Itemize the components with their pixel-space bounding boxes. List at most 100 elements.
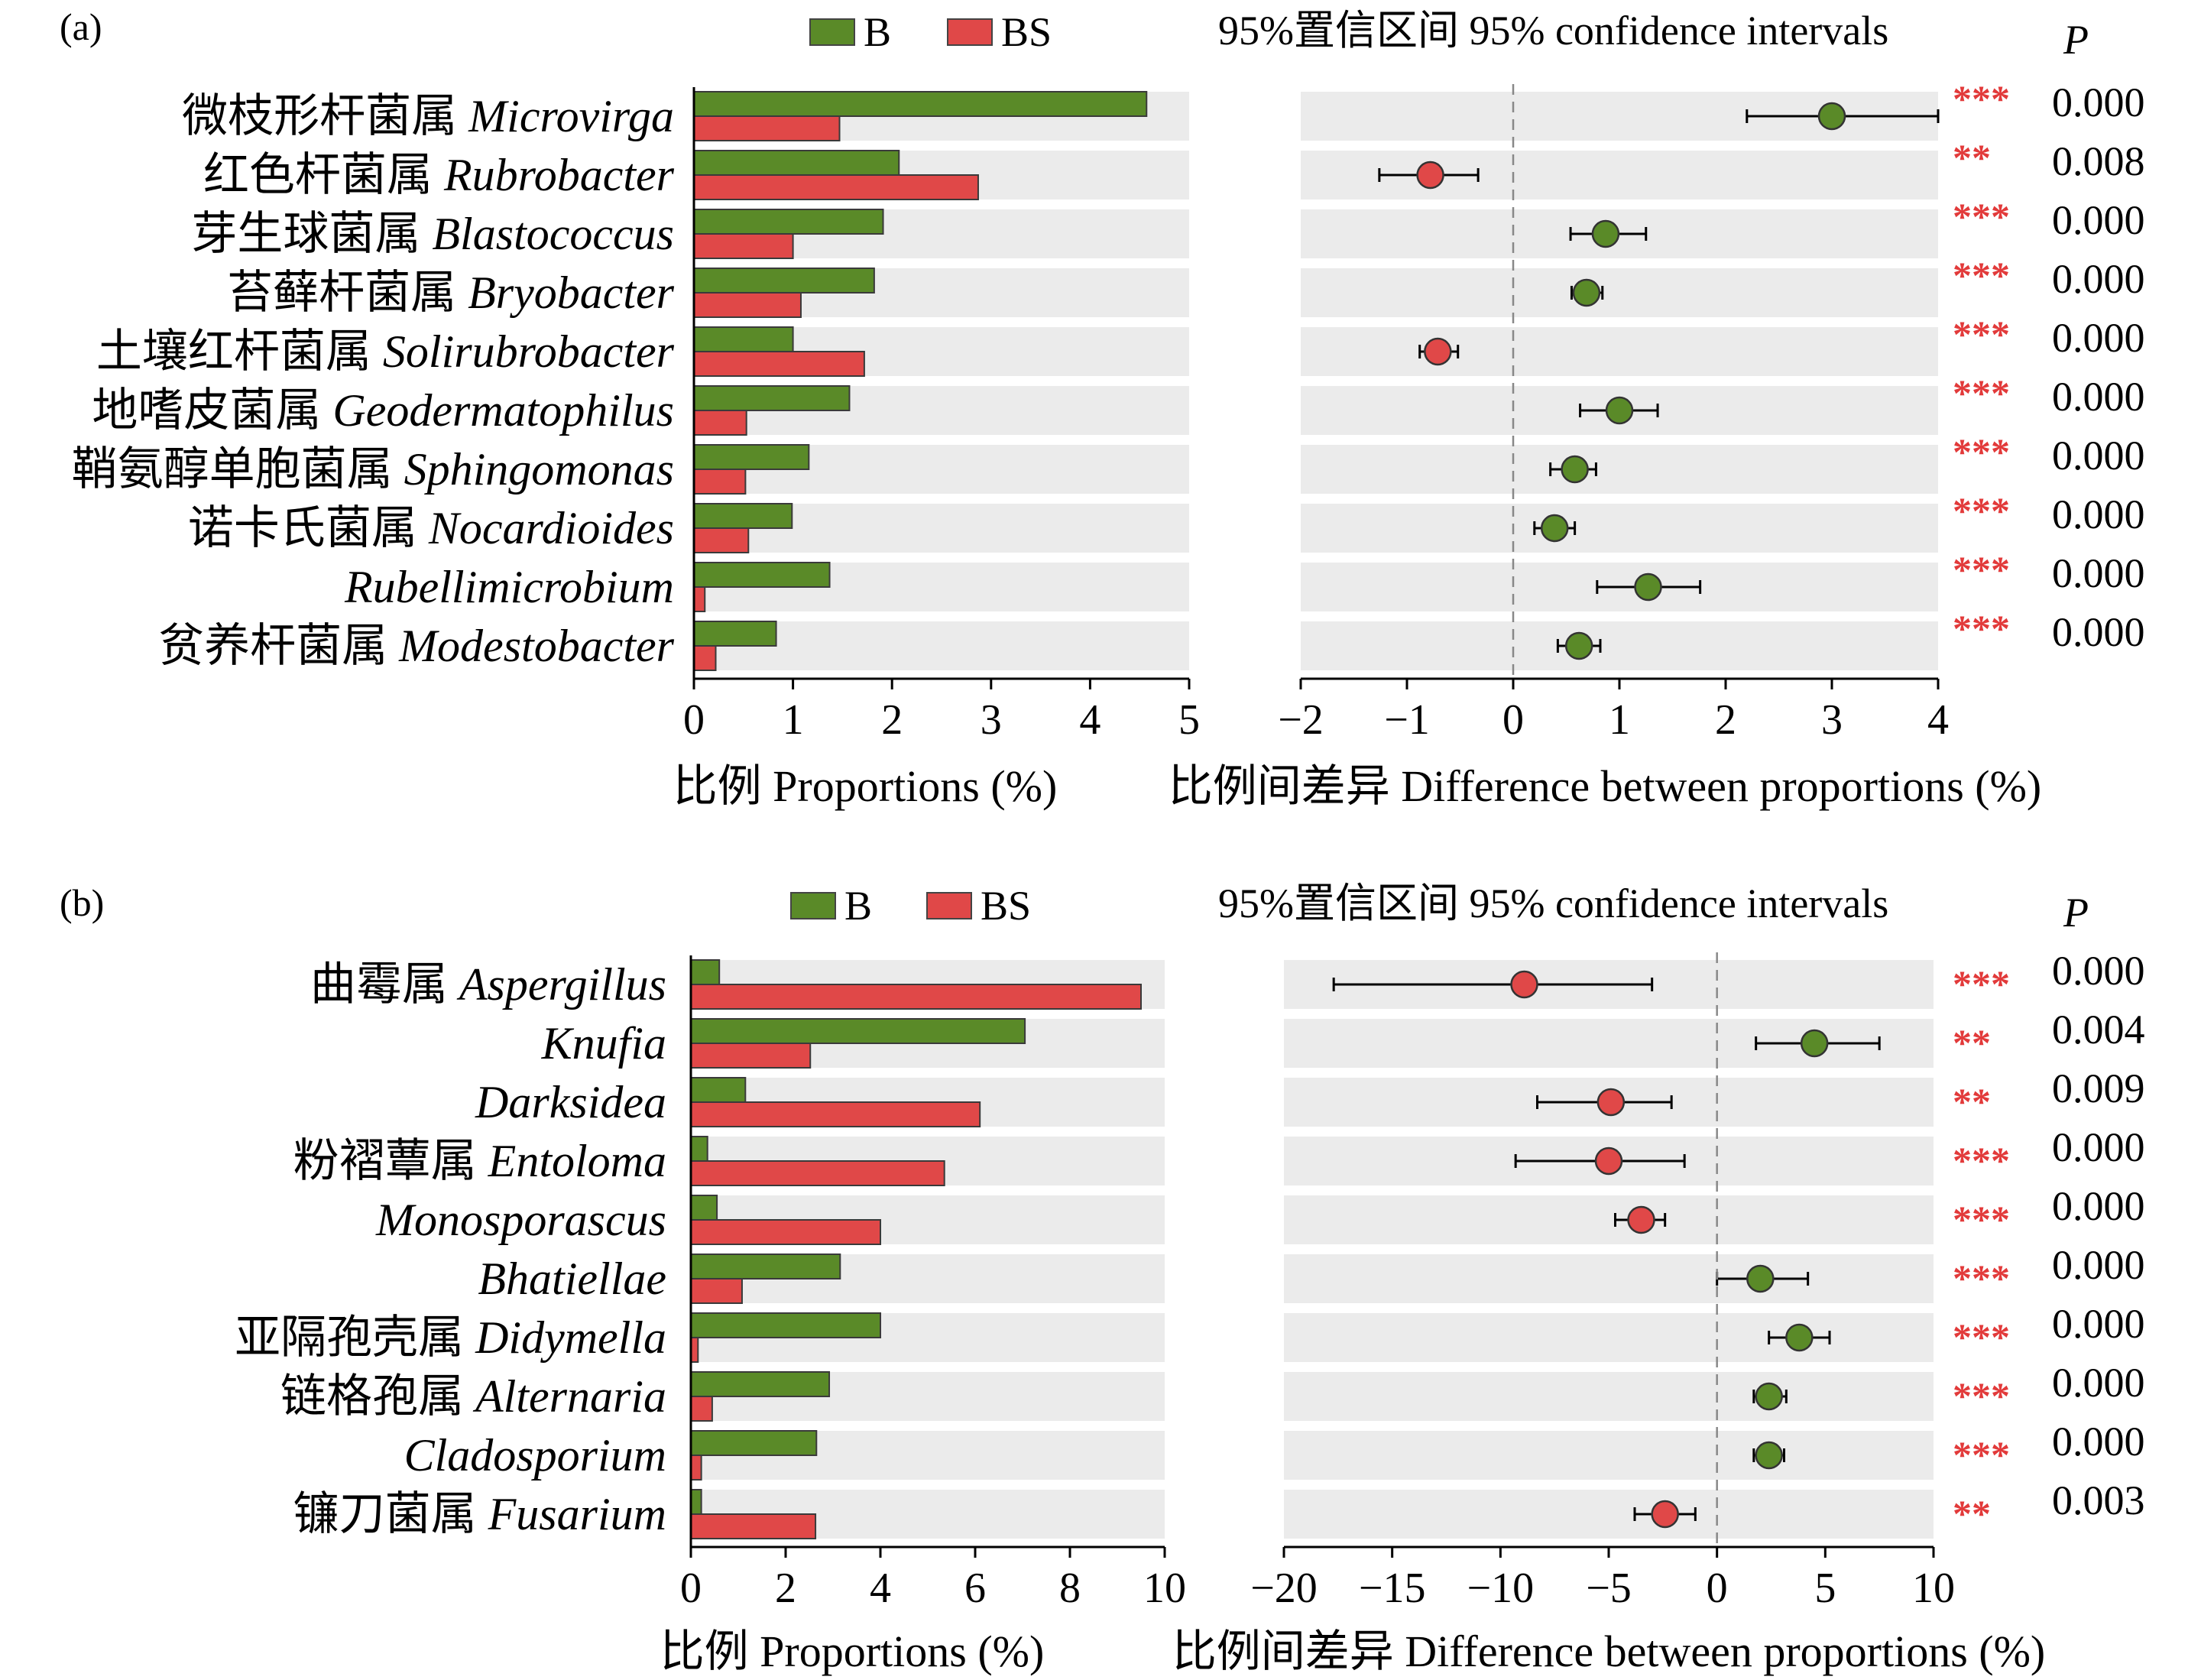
row-background	[1301, 621, 1938, 670]
p-value: 0.000	[2052, 315, 2145, 361]
difference-point	[1540, 514, 1569, 543]
difference-point	[1564, 631, 1593, 660]
row-background	[1284, 1254, 1934, 1303]
bar-bs	[693, 233, 794, 259]
difference-tick-label: 4	[1927, 696, 1949, 744]
ci-title: 95%置信区间 95% confidence intervals	[1218, 881, 1888, 926]
difference-point	[1755, 1441, 1783, 1470]
difference-tick-label: −15	[1359, 1565, 1426, 1612]
category-label: Monosporascus	[375, 1195, 666, 1245]
difference-point	[1746, 1264, 1775, 1293]
p-value: 0.000	[2052, 433, 2145, 478]
bar-b	[690, 1136, 708, 1162]
category-label: 微枝形杆菌属 Microvirga	[182, 91, 674, 141]
category-separator	[464, 1312, 475, 1363]
row-background	[1301, 327, 1938, 376]
row-background	[1301, 504, 1938, 553]
proportions-axis-title: 比例 Proportions (%)	[660, 1626, 1045, 1676]
p-value: 0.000	[2052, 1124, 2145, 1170]
difference-tick-label: 5	[1814, 1565, 1836, 1612]
category-cn-name: 诺卡氏菌属	[188, 503, 417, 553]
category-label: 亚隔孢壳属 Didymella	[235, 1312, 666, 1363]
p-value: 0.000	[2052, 609, 2145, 655]
panel-a: (a) B BS 95%置信区间 95% confidence interval…	[60, 5, 2145, 811]
significance-marker: **	[1953, 136, 1991, 179]
category-cn-name: 微枝形杆菌属	[182, 91, 457, 141]
bar-b	[693, 444, 810, 470]
bar-b	[693, 562, 831, 588]
p-values: 0.000 0.004 0.009 0.000 0.000 0.000 0.000 0.000…	[2052, 948, 2145, 1523]
category-separator	[477, 1489, 488, 1539]
category-label: 鞘氨醇单胞菌属 Sphingomonas	[72, 444, 674, 495]
p-value: 0.000	[2052, 1419, 2145, 1464]
row-background	[1284, 1490, 1934, 1539]
category-separator	[464, 1371, 475, 1422]
category-genus-name: Bryobacter	[468, 268, 675, 318]
p-value: 0.000	[2052, 491, 2145, 537]
category-genus-name: Bhatiellae	[478, 1254, 666, 1304]
significance-markers: ***************************	[1953, 962, 2010, 1535]
category-cn-name: 粉褶蕈属	[293, 1136, 477, 1186]
category-separator	[420, 209, 432, 259]
category-genus-name: Rubrobacter	[443, 150, 675, 200]
bar-bs	[693, 469, 747, 495]
category-separator	[371, 326, 383, 377]
difference-point	[1572, 278, 1601, 307]
category-cn-name: 土壤红杆菌属	[96, 326, 371, 377]
significance-marker: ***	[1953, 1139, 2010, 1182]
p-value: 0.000	[2052, 79, 2145, 125]
difference-point	[1594, 1146, 1623, 1176]
category-genus-name: Blastococcus	[432, 209, 674, 259]
bar-bs	[690, 1455, 702, 1481]
significance-marker: ***	[1953, 607, 2010, 650]
bar-b	[690, 959, 721, 985]
difference-axis-title: 比例间差异 Difference between proportions (%)	[1172, 1626, 2045, 1676]
category-genus-name: Modestobacter	[398, 621, 675, 671]
bar-bs	[693, 174, 979, 200]
category-cn-name: 贫养杆菌属	[158, 621, 387, 671]
significance-marker: ***	[1953, 1198, 2010, 1241]
p-value: 0.000	[2052, 1360, 2145, 1406]
category-label: 土壤红杆菌属 Solirubrobacter	[96, 326, 675, 377]
category-label: Knufia	[541, 1018, 666, 1069]
bar-b	[690, 1371, 831, 1397]
row-background	[1284, 1431, 1934, 1480]
p-value: 0.008	[2052, 138, 2145, 184]
category-separator	[477, 1136, 488, 1186]
category-genus-name: Sphingomonas	[404, 444, 674, 495]
bar-bs	[690, 1160, 945, 1186]
difference-point	[1800, 1029, 1829, 1058]
difference-row-backgrounds	[1284, 960, 1934, 1539]
difference-axis-title: 比例间差异 Difference between proportions (%)	[1169, 761, 2041, 811]
difference-marks	[1332, 952, 1881, 1547]
category-labels: 曲霉属 Aspergillus Knufia Darksidea 粉褶蕈属 Entol…	[235, 959, 666, 1539]
bar-bs	[693, 645, 717, 671]
bar-bs	[690, 1101, 981, 1127]
bar-b	[690, 1489, 702, 1515]
bar-b	[693, 91, 1148, 117]
category-separator	[387, 621, 399, 671]
row-background	[1284, 1195, 1934, 1244]
p-header: P	[2063, 17, 2089, 63]
row-background	[1301, 268, 1938, 317]
category-genus-name: Geodermatophilus	[332, 385, 674, 436]
difference-tick-label: −10	[1467, 1565, 1535, 1612]
legend-label-bs: BS	[981, 883, 1031, 929]
legend: B BS	[790, 883, 1031, 929]
category-genus-name: Rubellimicrobium	[344, 562, 674, 612]
category-label: 地嗜皮菌属 Geodermatophilus	[92, 385, 674, 436]
bar-bs	[690, 1043, 812, 1069]
bar-b	[690, 1430, 818, 1456]
panel-b: (b) B BS 95%置信区间 95% confidence interval…	[60, 881, 2145, 1676]
p-value: 0.004	[2052, 1007, 2145, 1052]
category-genus-name: Solirubrobacter	[383, 326, 675, 377]
bar-bs	[693, 586, 706, 612]
significance-marker: ***	[1953, 1315, 2010, 1358]
bar-b	[690, 1018, 1026, 1044]
difference-point	[1605, 396, 1634, 425]
category-label: Darksidea	[475, 1077, 666, 1127]
category-genus-name: Microvirga	[468, 91, 674, 141]
p-header: P	[2063, 890, 2089, 936]
bar-b	[693, 621, 777, 647]
category-label: 镰刀菌属 Fusarium	[293, 1489, 666, 1539]
